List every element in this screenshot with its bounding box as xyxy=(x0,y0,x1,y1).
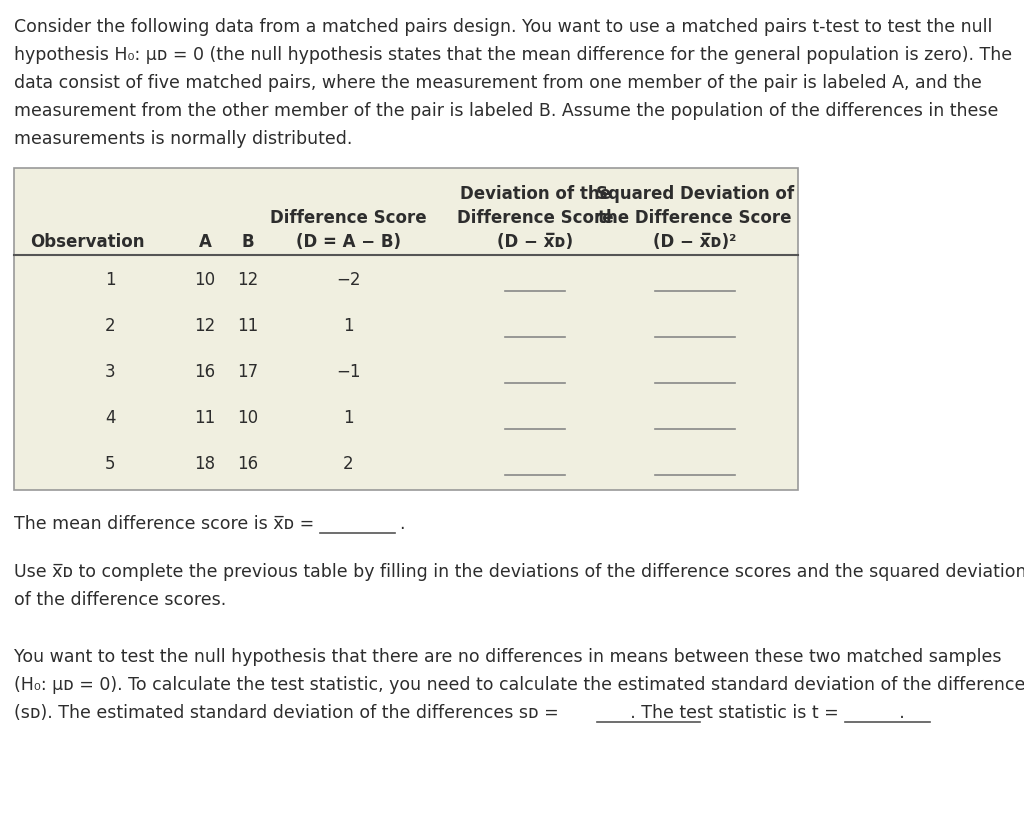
Text: (D − x̅ᴅ): (D − x̅ᴅ) xyxy=(497,233,573,251)
Text: 2: 2 xyxy=(104,317,116,335)
Text: 10: 10 xyxy=(195,271,216,289)
Text: You want to test the null hypothesis that there are no differences in means betw: You want to test the null hypothesis tha… xyxy=(14,648,1001,666)
Text: of the difference scores.: of the difference scores. xyxy=(14,591,226,609)
Text: 12: 12 xyxy=(195,317,216,335)
Text: (D − x̅ᴅ)²: (D − x̅ᴅ)² xyxy=(653,233,736,251)
Text: 11: 11 xyxy=(195,409,216,427)
Text: (sᴅ). The estimated standard deviation of the differences sᴅ =             . The: (sᴅ). The estimated standard deviation o… xyxy=(14,704,905,722)
Text: 11: 11 xyxy=(238,317,259,335)
Text: 1: 1 xyxy=(343,317,353,335)
Text: 1: 1 xyxy=(343,409,353,427)
Text: 10: 10 xyxy=(238,409,259,427)
Text: 17: 17 xyxy=(238,363,259,381)
Text: Use x̅ᴅ to complete the previous table by filling in the deviations of the diffe: Use x̅ᴅ to complete the previous table b… xyxy=(14,563,1024,581)
Text: 18: 18 xyxy=(195,455,216,473)
Bar xyxy=(14,168,798,490)
Text: Difference Score: Difference Score xyxy=(269,209,426,227)
Text: measurements is normally distributed.: measurements is normally distributed. xyxy=(14,130,352,148)
Text: −2: −2 xyxy=(336,271,360,289)
Text: measurement from the other member of the pair is labeled B. Assume the populatio: measurement from the other member of the… xyxy=(14,102,998,120)
Text: Difference Score: Difference Score xyxy=(457,209,613,227)
Text: B: B xyxy=(242,233,254,251)
Text: Squared Deviation of: Squared Deviation of xyxy=(596,185,794,203)
Text: 12: 12 xyxy=(238,271,259,289)
Text: Consider the following data from a matched pairs design. You want to use a match: Consider the following data from a match… xyxy=(14,18,992,36)
Text: (D = A − B): (D = A − B) xyxy=(296,233,400,251)
Text: −1: −1 xyxy=(336,363,360,381)
Text: 16: 16 xyxy=(238,455,259,473)
Text: 2: 2 xyxy=(343,455,353,473)
Text: 1: 1 xyxy=(104,271,116,289)
Text: hypothesis H₀: μᴅ = 0 (the null hypothesis states that the mean difference for t: hypothesis H₀: μᴅ = 0 (the null hypothes… xyxy=(14,46,1012,64)
Text: Deviation of the: Deviation of the xyxy=(460,185,610,203)
Text: The mean difference score is x̅ᴅ =: The mean difference score is x̅ᴅ = xyxy=(14,515,319,533)
Text: Observation: Observation xyxy=(30,233,144,251)
Text: (H₀: μᴅ = 0). To calculate the test statistic, you need to calculate the estimat: (H₀: μᴅ = 0). To calculate the test stat… xyxy=(14,676,1024,694)
Text: data consist of five matched pairs, where the measurement from one member of the: data consist of five matched pairs, wher… xyxy=(14,74,982,92)
Text: A: A xyxy=(199,233,211,251)
Text: 3: 3 xyxy=(104,363,116,381)
Text: 4: 4 xyxy=(104,409,116,427)
Text: the Difference Score: the Difference Score xyxy=(598,209,792,227)
Text: .: . xyxy=(399,515,404,533)
Text: 16: 16 xyxy=(195,363,216,381)
Text: 5: 5 xyxy=(104,455,116,473)
